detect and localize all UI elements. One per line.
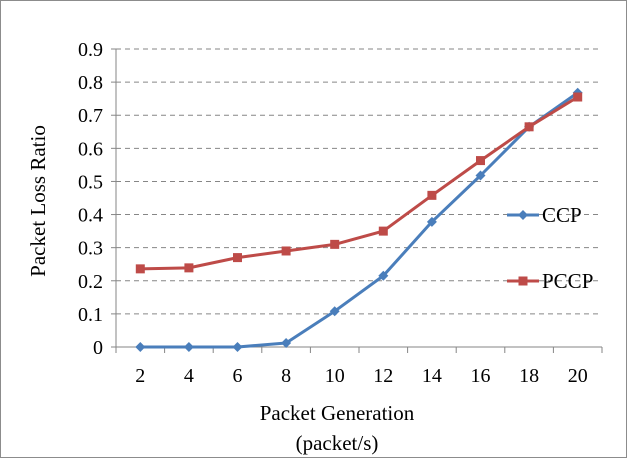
x-tick-label-12: 12 (373, 365, 393, 387)
legend-label-ccp: CCP (542, 203, 582, 227)
series-line-pccp (138, 95, 580, 271)
point-ccp-10 (329, 306, 340, 317)
y-tick-label-0.9: 0.9 (78, 39, 103, 61)
x-tick-label-6: 6 (233, 365, 243, 387)
point-ccp-4 (183, 342, 194, 352)
y-tick-label-0.4: 0.4 (78, 205, 103, 227)
y-tick-label-0.1: 0.1 (78, 304, 103, 326)
point-pccp-18 (524, 122, 534, 132)
x-tick-label-8: 8 (281, 365, 291, 387)
x-axis-subtitle: (packet/s) (296, 431, 379, 455)
legend-marker-ccp (518, 210, 528, 220)
point-ccp-6 (232, 342, 243, 352)
point-pccp-10 (330, 239, 340, 249)
point-ccp-12 (378, 270, 389, 281)
gridlines (116, 48, 602, 315)
series-line-ccp (138, 91, 580, 349)
point-pccp-2 (135, 264, 145, 274)
point-ccp-16 (475, 170, 486, 181)
x-tick-labels: 2 4 6 8 10 12 14 16 18 20 (135, 365, 587, 387)
legend: CCP PCCP (507, 203, 593, 293)
y-tick-label-0: 0 (93, 337, 103, 359)
point-pccp-16 (476, 156, 485, 166)
point-ccp-8 (281, 338, 292, 349)
y-tick-label-0.7: 0.7 (78, 105, 103, 127)
point-pccp-6 (233, 253, 242, 263)
x-axis-title: Packet Generation (260, 401, 415, 425)
legend-marker-pccp (518, 276, 528, 286)
axes (111, 48, 603, 353)
point-pccp-20 (573, 92, 583, 102)
y-tick-labels: 0 0.1 0.2 0.3 0.4 0.5 0.6 0.7 0.8 0.9 (78, 39, 103, 359)
x-tick-label-20: 20 (568, 365, 588, 387)
x-tick-label-14: 14 (422, 365, 442, 387)
x-tick-label-10: 10 (325, 365, 345, 387)
point-pccp-4 (184, 263, 194, 273)
point-ccp-14 (426, 216, 437, 227)
x-tick-label-4: 4 (184, 365, 194, 387)
y-tick-label-0.8: 0.8 (78, 72, 103, 94)
y-tick-label-0.3: 0.3 (78, 238, 103, 260)
point-pccp-8 (281, 246, 291, 256)
series-group (135, 87, 583, 352)
y-tick-label-0.2: 0.2 (78, 271, 103, 293)
point-ccp-2 (135, 342, 146, 352)
y-axis-title: Packet Loss Ratio (26, 125, 50, 277)
y-tick-label-0.6: 0.6 (78, 138, 103, 160)
x-tick-label-2: 2 (135, 365, 145, 387)
y-tick-label-0.5: 0.5 (78, 171, 103, 193)
x-tick-label-16: 16 (471, 365, 491, 387)
point-pccp-12 (378, 226, 388, 236)
point-pccp-14 (427, 190, 437, 200)
x-tick-label-18: 18 (519, 365, 539, 387)
legend-label-pccp: PCCP (542, 269, 593, 293)
